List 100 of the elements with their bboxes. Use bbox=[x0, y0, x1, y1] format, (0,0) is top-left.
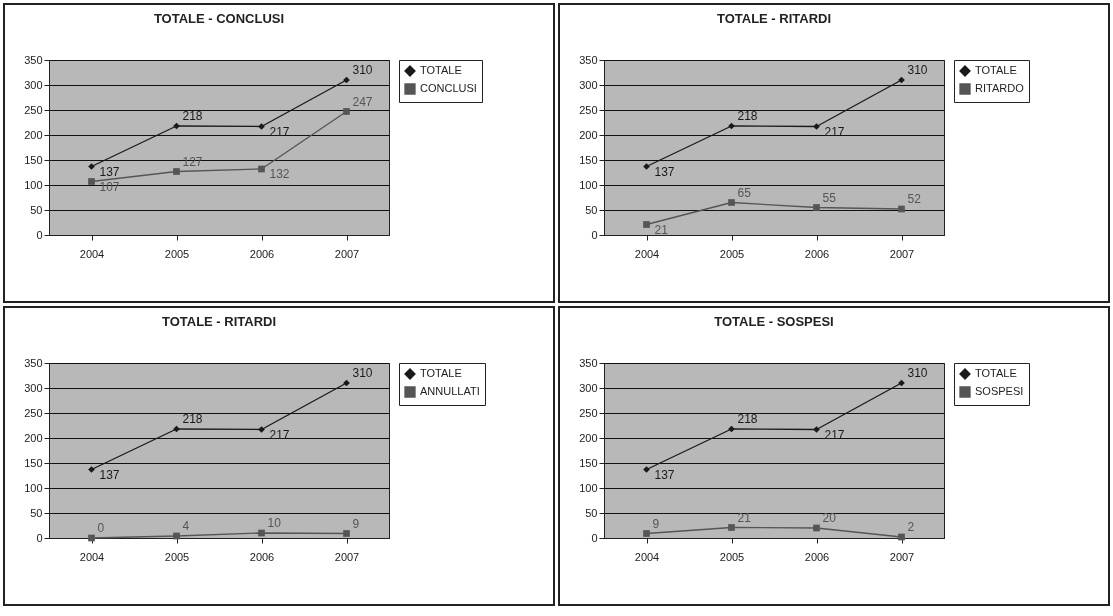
y-tick-label: 300 bbox=[579, 381, 598, 394]
point bbox=[343, 108, 350, 115]
y-tick-label: 0 bbox=[36, 531, 43, 544]
x-tick-label: 2006 bbox=[249, 550, 275, 563]
point bbox=[88, 466, 95, 473]
data-label: 137 bbox=[654, 467, 675, 482]
legend-label: TOTALE bbox=[975, 64, 1017, 76]
y-tick-label: 100 bbox=[579, 481, 598, 494]
point bbox=[643, 466, 650, 473]
y-tick-label: 250 bbox=[579, 103, 598, 116]
y-tick-label: 0 bbox=[591, 531, 598, 544]
point bbox=[88, 178, 95, 185]
y-tick-label: 150 bbox=[579, 153, 598, 166]
chart-title: TOTALE - RITARDI bbox=[716, 11, 832, 26]
point bbox=[88, 163, 95, 170]
y-tick-label: 0 bbox=[591, 228, 598, 241]
y-tick-label: 150 bbox=[24, 153, 43, 166]
x-tick-label: 2007 bbox=[889, 550, 915, 563]
x-tick-label: 2005 bbox=[719, 247, 745, 260]
x-tick-label: 2004 bbox=[79, 247, 105, 260]
point bbox=[643, 221, 650, 228]
data-label: 137 bbox=[99, 467, 120, 482]
x-tick-label: 2005 bbox=[164, 550, 190, 563]
data-label: 218 bbox=[182, 412, 203, 426]
x-tick-label: 2006 bbox=[249, 247, 275, 260]
data-label: 20 bbox=[822, 511, 837, 525]
y-tick-label: 300 bbox=[24, 78, 43, 91]
x-tick-label: 2005 bbox=[719, 550, 745, 563]
point bbox=[343, 530, 350, 537]
y-tick-label: 300 bbox=[579, 78, 598, 91]
point bbox=[643, 530, 650, 537]
y-tick-label: 50 bbox=[30, 203, 43, 216]
data-label: 217 bbox=[824, 124, 845, 139]
point bbox=[813, 524, 820, 532]
y-tick-label: 350 bbox=[24, 356, 43, 369]
y-tick-label: 250 bbox=[579, 406, 598, 419]
x-tick-label: 2007 bbox=[334, 550, 360, 563]
legend-label: SOSPESI bbox=[975, 385, 1024, 397]
y-tick-label: 100 bbox=[24, 481, 43, 494]
point bbox=[173, 532, 180, 540]
data-label: 218 bbox=[737, 412, 758, 426]
point bbox=[258, 123, 265, 130]
data-label: 21 bbox=[737, 510, 752, 525]
data-label: 0 bbox=[97, 521, 105, 535]
data-label: 21 bbox=[654, 222, 669, 237]
y-tick-label: 200 bbox=[24, 431, 43, 444]
point bbox=[173, 168, 180, 175]
chart-title: TOTALE - SOSPESI bbox=[714, 314, 834, 329]
point bbox=[258, 426, 265, 433]
data-label: 2 bbox=[907, 520, 915, 534]
data-label: 218 bbox=[737, 109, 758, 123]
y-tick-label: 350 bbox=[579, 53, 598, 66]
y-tick-label: 350 bbox=[579, 356, 598, 369]
data-label: 310 bbox=[352, 63, 373, 77]
data-label: 217 bbox=[269, 124, 290, 139]
point bbox=[88, 534, 95, 542]
data-label: 55 bbox=[822, 190, 837, 205]
y-tick-label: 250 bbox=[24, 103, 43, 116]
data-label: 310 bbox=[352, 366, 373, 380]
y-tick-label: 200 bbox=[579, 128, 598, 141]
x-tick-label: 2004 bbox=[79, 550, 105, 563]
point bbox=[728, 199, 735, 206]
chart-title: TOTALE - CONCLUSI bbox=[153, 11, 285, 26]
data-label: 310 bbox=[907, 366, 928, 380]
x-tick-label: 2006 bbox=[804, 550, 830, 563]
point bbox=[813, 426, 820, 433]
legend-label: CONCLUSI bbox=[420, 82, 477, 94]
data-label: 137 bbox=[99, 164, 120, 179]
point bbox=[813, 123, 820, 130]
data-label: 4 bbox=[182, 519, 190, 533]
y-tick-label: 50 bbox=[585, 506, 598, 519]
y-tick-label: 100 bbox=[579, 178, 598, 191]
point bbox=[258, 165, 265, 173]
x-tick-label: 2005 bbox=[164, 247, 190, 260]
data-label: 10 bbox=[267, 516, 282, 530]
data-label: 52 bbox=[907, 192, 922, 206]
y-tick-label: 0 bbox=[36, 228, 43, 241]
legend-label: RITARDO bbox=[975, 82, 1025, 94]
data-label: 217 bbox=[824, 427, 845, 442]
y-tick-label: 200 bbox=[24, 128, 43, 141]
data-label: 217 bbox=[269, 427, 290, 442]
x-tick-label: 2007 bbox=[889, 247, 915, 260]
data-label: 310 bbox=[907, 63, 928, 77]
y-tick-label: 100 bbox=[24, 178, 43, 191]
data-label: 65 bbox=[737, 185, 752, 200]
legend-label: TOTALE bbox=[420, 64, 462, 76]
point bbox=[728, 524, 735, 531]
y-tick-label: 250 bbox=[24, 406, 43, 419]
legend-label: TOTALE bbox=[975, 367, 1017, 379]
y-tick-label: 50 bbox=[585, 203, 598, 216]
data-label: 132 bbox=[269, 167, 290, 181]
y-tick-label: 350 bbox=[24, 53, 43, 66]
y-tick-label: 50 bbox=[30, 506, 43, 519]
data-label: 218 bbox=[182, 109, 203, 123]
data-label: 137 bbox=[654, 164, 675, 179]
y-tick-label: 150 bbox=[579, 456, 598, 469]
point bbox=[258, 529, 265, 537]
legend-label: TOTALE bbox=[420, 367, 462, 379]
point bbox=[898, 205, 905, 213]
y-tick-label: 200 bbox=[579, 431, 598, 444]
